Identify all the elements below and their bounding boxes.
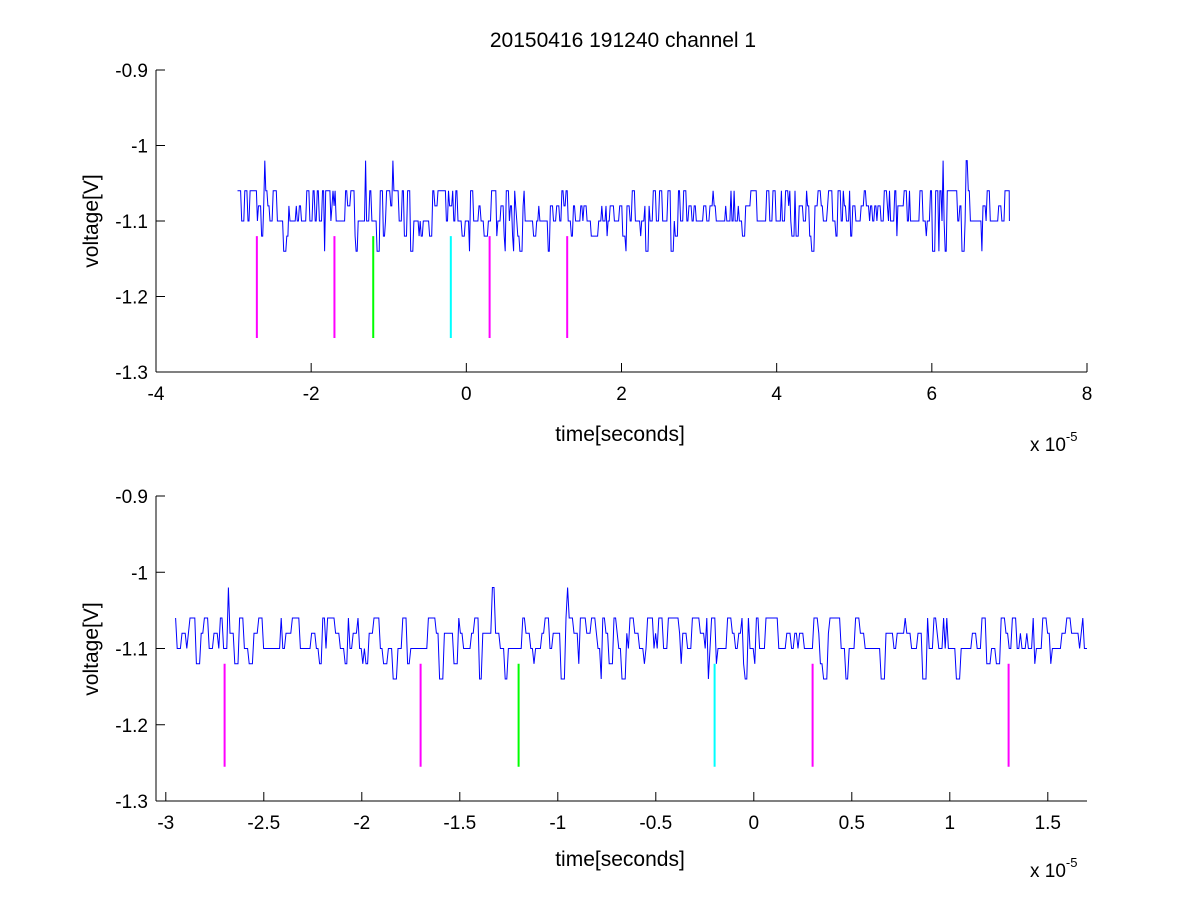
bottom-x-tick-label: -0.5 (639, 813, 672, 834)
top-x-exponent: x 10-5 (1030, 429, 1077, 456)
top-plot: -4 -2 0 2 4 6 8 -0.9 -1 -1.1 -1.2 -1.3 time[seconds… (80, 61, 1092, 456)
bottom-x-tick-label: -2.5 (247, 813, 280, 834)
top-marker-layer (255, 236, 569, 339)
top-signal-layer (237, 160, 1010, 252)
bottom-x-tick-label: 1 (945, 813, 956, 834)
bottom-y-tick-label: -1 (131, 563, 148, 584)
bottom-x-axis-label: time[seconds] (555, 848, 685, 871)
top-x-tick-label: 8 (1082, 384, 1093, 405)
top-x-tick-label: 2 (616, 384, 627, 405)
bottom-signal-layer (175, 587, 1087, 680)
bottom-x-tick-label: -1 (549, 813, 566, 834)
bottom-x-tick-label: -1.5 (443, 813, 476, 834)
bottom-x-tick-label: 1.5 (1035, 813, 1061, 834)
top-y-tick-label: -1 (131, 137, 148, 158)
top-x-tick-label: -2 (303, 384, 320, 405)
top-y-tick-label: -0.9 (115, 61, 148, 82)
top-x-tick-label: -4 (148, 384, 165, 405)
top-y-tick-label: -1.2 (115, 288, 148, 309)
top-axes: -4 -2 0 2 4 6 8 -0.9 -1 -1.1 -1.2 -1.3 (115, 61, 1092, 405)
bottom-x-exponent: x 10-5 (1030, 855, 1077, 882)
bottom-x-tick-label: 0 (749, 813, 760, 834)
bottom-y-tick-label: -1.1 (115, 640, 148, 661)
bottom-y-tick-label: -0.9 (115, 487, 148, 508)
top-x-tick-label: 0 (461, 384, 472, 405)
top-y-tick-label: -1.3 (115, 363, 148, 384)
top-signal-trace (237, 160, 1010, 252)
bottom-y-axis-label: voltage[V] (80, 602, 103, 695)
bottom-marker-layer (223, 663, 1010, 767)
figure-title: 20150416 191240 channel 1 (490, 29, 756, 52)
bottom-plot: -3 -2.5 -2 -1.5 -1 -0.5 0 0.5 1 1.5 -0.9 -1 -1.1 -1.2… (80, 487, 1087, 882)
bottom-y-tick-label: -1.3 (115, 792, 148, 813)
top-x-tick-label: 4 (771, 384, 782, 405)
top-x-axis-label: time[seconds] (555, 423, 685, 446)
top-y-axis-label: voltage[V] (80, 174, 103, 267)
top-y-tick-label: -1.1 (115, 212, 148, 233)
bottom-x-tick-label: -2 (353, 813, 370, 834)
bottom-signal-trace (175, 587, 1087, 680)
bottom-x-tick-label: -3 (157, 813, 174, 834)
top-x-tick-label: 6 (927, 384, 938, 405)
bottom-axes: -3 -2.5 -2 -1.5 -1 -0.5 0 0.5 1 1.5 -0.9 -1 -1.1 -1.2… (115, 487, 1087, 834)
bottom-x-tick-label: 0.5 (839, 813, 865, 834)
bottom-y-tick-label: -1.2 (115, 716, 148, 737)
